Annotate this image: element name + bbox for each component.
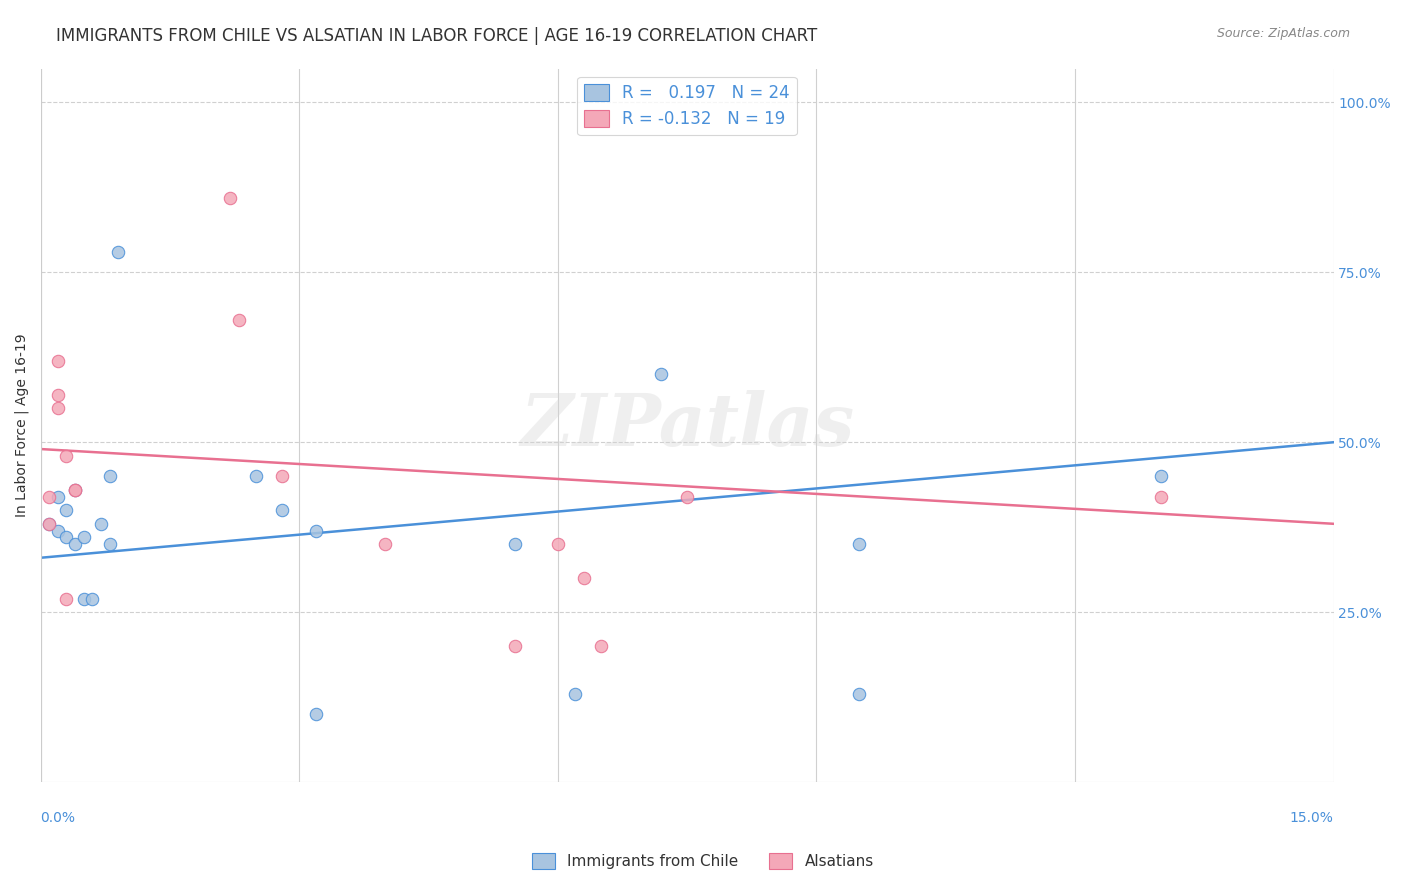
Point	[55, 591, 77, 606]
Point	[564, 687, 586, 701]
Point	[55, 449, 77, 463]
Point	[46, 387, 69, 401]
Point	[38, 516, 60, 531]
Legend: R =   0.197   N = 24, R = -0.132   N = 19: R = 0.197 N = 24, R = -0.132 N = 19	[578, 77, 797, 135]
Point	[589, 639, 612, 653]
Point	[90, 516, 112, 531]
Point	[98, 469, 121, 483]
Point	[73, 591, 96, 606]
Point	[1150, 490, 1173, 504]
Text: IMMIGRANTS FROM CHILE VS ALSATIAN IN LABOR FORCE | AGE 16-19 CORRELATION CHART: IMMIGRANTS FROM CHILE VS ALSATIAN IN LAB…	[56, 27, 817, 45]
Point	[305, 524, 328, 538]
Point	[82, 591, 104, 606]
Point	[46, 353, 69, 368]
Point	[650, 368, 672, 382]
Point	[503, 639, 526, 653]
Point	[547, 537, 569, 551]
Point	[98, 537, 121, 551]
Point	[73, 530, 96, 544]
Point	[228, 313, 250, 327]
Point	[271, 469, 294, 483]
Text: 15.0%: 15.0%	[1289, 811, 1333, 824]
Text: 0.0%: 0.0%	[41, 811, 76, 824]
Point	[38, 490, 60, 504]
Legend: Immigrants from Chile, Alsatians: Immigrants from Chile, Alsatians	[526, 847, 880, 875]
Point	[219, 191, 242, 205]
Point	[38, 516, 60, 531]
Text: Source: ZipAtlas.com: Source: ZipAtlas.com	[1216, 27, 1350, 40]
Point	[572, 571, 595, 585]
Y-axis label: In Labor Force | Age 16-19: In Labor Force | Age 16-19	[15, 334, 30, 517]
Point	[848, 537, 870, 551]
Point	[503, 537, 526, 551]
Point	[55, 530, 77, 544]
Point	[848, 687, 870, 701]
Point	[63, 483, 86, 497]
Point	[676, 490, 699, 504]
Point	[374, 537, 396, 551]
Point	[55, 503, 77, 517]
Point	[245, 469, 267, 483]
Point	[63, 483, 86, 497]
Point	[1150, 469, 1173, 483]
Point	[63, 483, 86, 497]
Point	[107, 244, 129, 259]
Point	[63, 537, 86, 551]
Point	[305, 707, 328, 722]
Point	[271, 503, 294, 517]
Point	[46, 524, 69, 538]
Point	[46, 490, 69, 504]
Point	[46, 401, 69, 416]
Text: ZIPatlas: ZIPatlas	[520, 390, 853, 461]
